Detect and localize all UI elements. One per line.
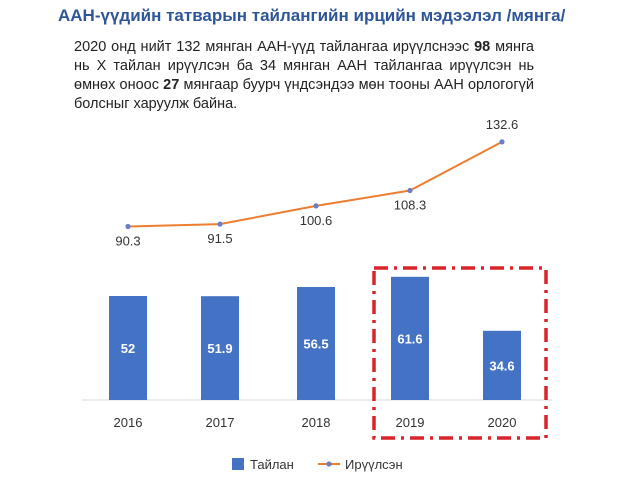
x-tick-2020: 2020 <box>488 415 517 430</box>
legend-swatch-marker <box>326 461 332 467</box>
bar-2018 <box>297 287 335 400</box>
line-point-2017 <box>217 221 223 227</box>
bar-label-2018: 56.5 <box>303 337 328 352</box>
x-tick-2019: 2019 <box>396 415 425 430</box>
x-tick-2016: 2016 <box>114 415 143 430</box>
legend-label-bar: Тайлан <box>250 457 294 472</box>
description-bold-1: 98 <box>474 39 491 55</box>
chart-title: ААН-үүдийн татварын тайлангийн ирцийн мэ… <box>58 6 566 25</box>
bar-2016 <box>109 296 147 400</box>
line-point-2020 <box>499 139 505 145</box>
x-tick-2018: 2018 <box>302 415 331 430</box>
bar-label-2017: 51.9 <box>207 341 232 356</box>
bar-2017 <box>201 296 239 400</box>
highlight-box <box>372 266 548 440</box>
bar-label-2019: 61.6 <box>397 331 422 346</box>
line-label-2019: 108.3 <box>394 198 427 213</box>
line-point-2019 <box>407 187 413 194</box>
bar-label-2016: 52 <box>121 341 135 356</box>
legend-swatch-bar <box>232 458 244 470</box>
line-label-2016: 90.3 <box>115 234 140 249</box>
line-label-2020: 132.6 <box>486 117 519 132</box>
x-tick-2017: 2017 <box>206 415 235 430</box>
bar-2019 <box>391 276 429 400</box>
line-label-2017: 91.5 <box>207 231 232 246</box>
line-point-2016 <box>125 223 131 230</box>
bar-label-2020: 34.6 <box>489 358 514 373</box>
description-part-3: мянгаар буурч үндсэндээ мөн тооны ААН ор… <box>74 77 534 112</box>
legend-label-line: Ирүүлсэн <box>345 457 403 472</box>
line-label-2018: 100.6 <box>300 213 333 228</box>
line-point-2018 <box>313 203 319 209</box>
description-part-1: 2020 онд нийт 132 мянган ААН-үүд тайланг… <box>74 39 475 55</box>
description-bold-2: 27 <box>163 77 180 93</box>
description-part-2: мянга нь Х тайлан ирүүлсэн ба 34 мянган … <box>74 39 534 93</box>
chart-description: 2020 онд нийт 132 мянган ААН-үүд тайланг… <box>74 38 534 114</box>
bar-2020 <box>483 330 521 400</box>
